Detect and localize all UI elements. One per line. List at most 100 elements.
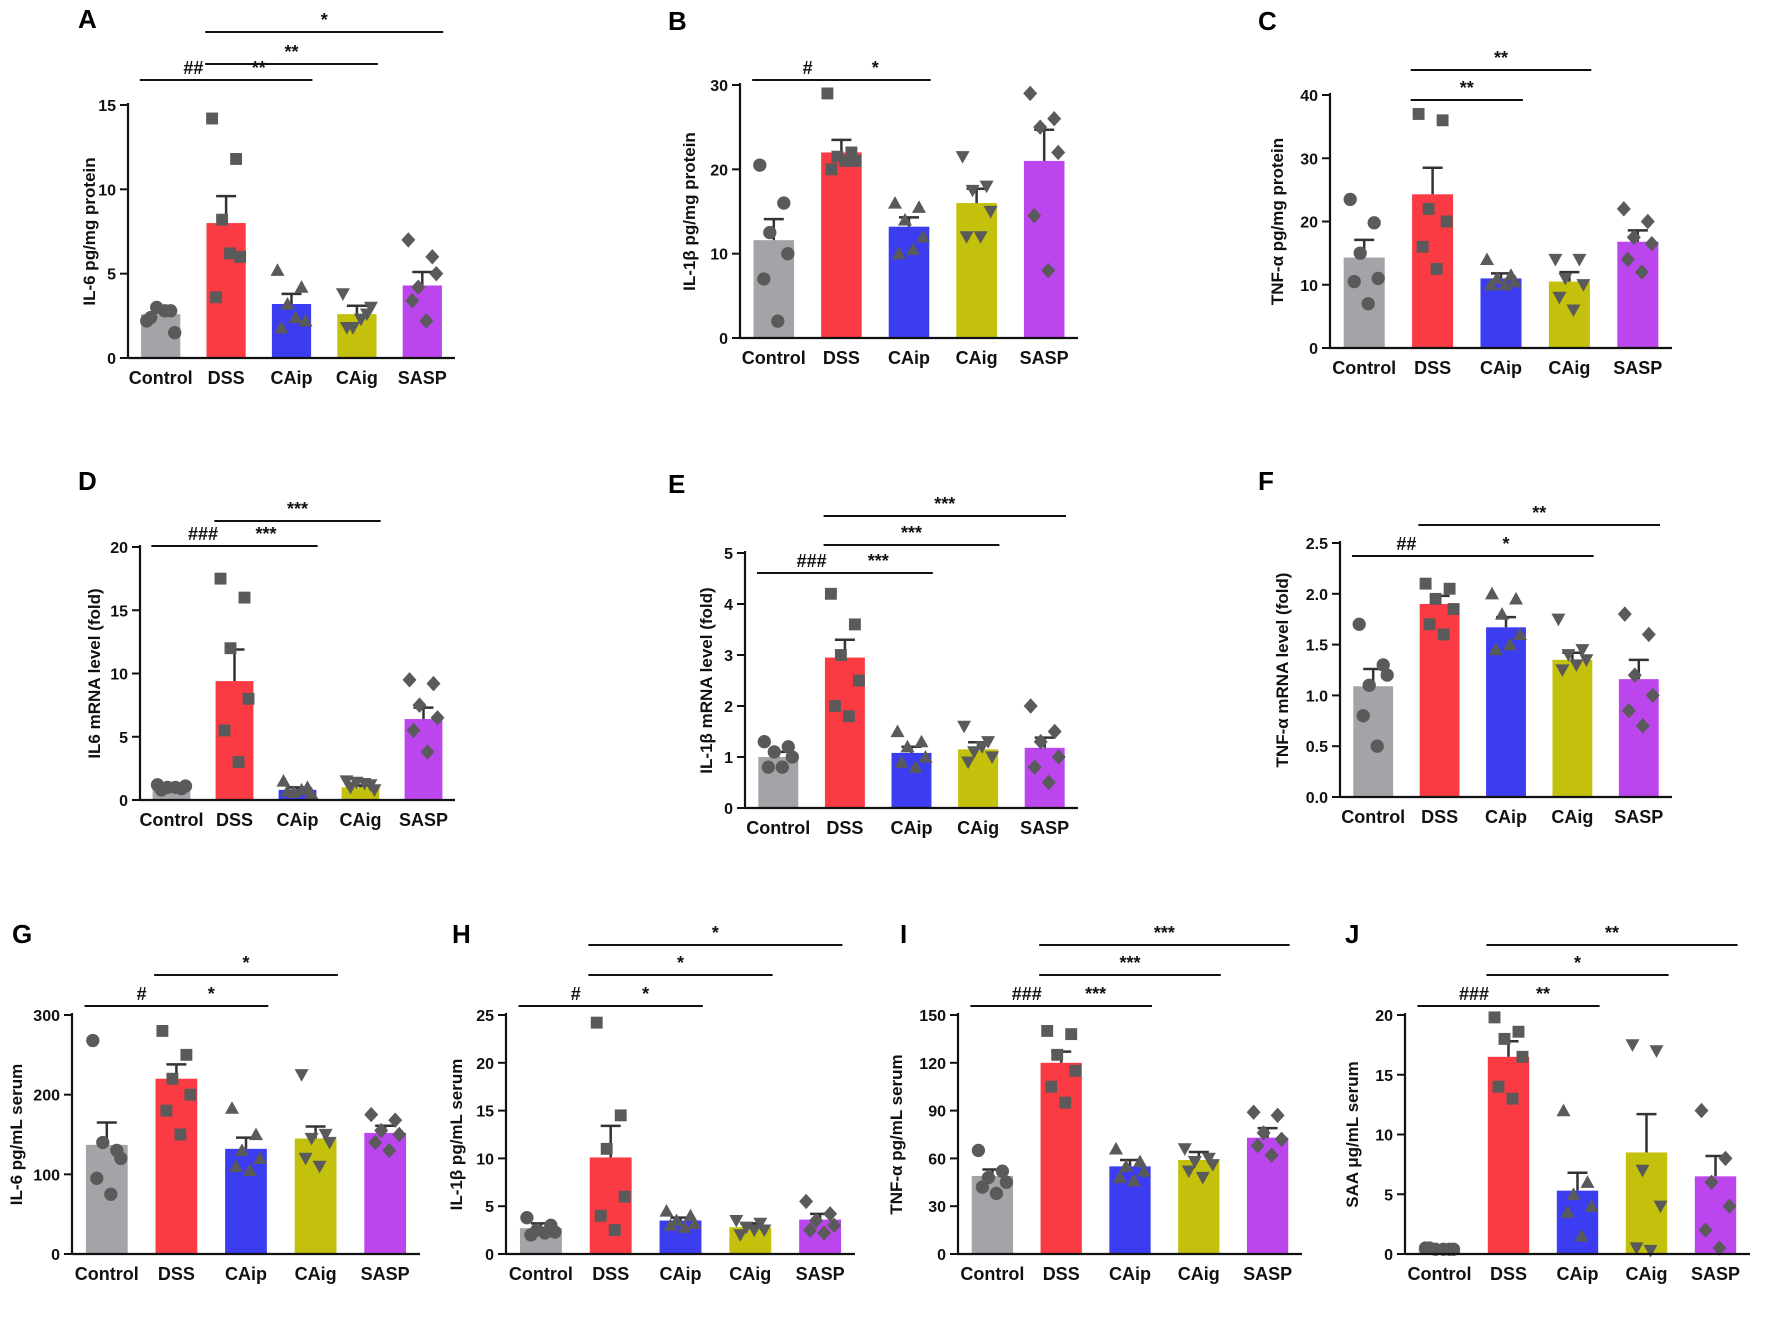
data-point-caig <box>353 313 368 327</box>
data-point-control <box>104 1187 118 1201</box>
panel-letter-e: E <box>668 469 685 499</box>
data-point-control <box>1362 678 1376 692</box>
data-point-caip <box>1508 274 1522 288</box>
y-axis-title: IL-6 pg/mg protein <box>80 157 99 305</box>
data-point-caig <box>1177 1143 1192 1156</box>
data-point-sasp <box>1027 208 1042 224</box>
y-tick-label: 0 <box>485 1247 494 1264</box>
bar-caip <box>225 1148 267 1254</box>
data-point-caig <box>294 1069 309 1082</box>
x-tick-label-sasp: SASP <box>1613 358 1662 378</box>
panel-letter-i: I <box>900 919 907 949</box>
significance-label: * <box>1574 953 1581 973</box>
x-tick-label-dss: DSS <box>208 368 245 388</box>
significance-label: # <box>571 984 581 1004</box>
data-point-sasp <box>1250 1137 1265 1154</box>
data-point-caip <box>276 774 291 787</box>
data-point-control <box>538 1226 552 1240</box>
y-axis-title: IL-1β pg/mg protein <box>680 132 699 291</box>
data-point-caip <box>890 724 905 738</box>
y-tick-label: 0 <box>1309 341 1318 358</box>
data-point-control <box>524 1228 538 1242</box>
y-tick-label: 120 <box>919 1056 946 1073</box>
data-point-control <box>86 1033 100 1048</box>
data-point-caig <box>973 231 988 244</box>
y-tick-label: 10 <box>710 247 728 264</box>
y-tick-label: 10 <box>1375 1128 1393 1145</box>
x-tick-label-dss: DSS <box>1490 1264 1527 1284</box>
y-tick-label: 15 <box>98 98 116 115</box>
data-point-caip <box>659 1203 674 1217</box>
y-tick-label: 15 <box>1375 1068 1393 1085</box>
data-point-caip <box>1127 1173 1141 1187</box>
significance-label: *** <box>1119 953 1140 973</box>
data-point-caip <box>1574 1229 1589 1242</box>
y-tick-label: 15 <box>110 603 128 620</box>
data-point-caip <box>1580 1175 1595 1188</box>
significance-label: ## <box>1396 534 1416 554</box>
x-tick-label-caip: CAip <box>1109 1264 1151 1284</box>
data-point-caig <box>1195 1171 1210 1185</box>
data-point-sasp <box>401 232 416 248</box>
data-point-dss <box>1440 215 1453 228</box>
bar-dss <box>589 1157 632 1254</box>
data-point-dss <box>216 213 229 226</box>
data-point-caig <box>1579 654 1594 667</box>
data-point-sasp <box>817 1225 832 1241</box>
significance-label: # <box>137 984 147 1004</box>
data-point-caig <box>1566 304 1581 318</box>
x-tick-label-sasp: SASP <box>796 1264 845 1284</box>
y-tick-label: 20 <box>710 162 728 179</box>
y-tick-label: 10 <box>110 667 128 684</box>
x-tick-label-sasp: SASP <box>1020 818 1069 838</box>
y-axis-title: IL-6 pg/mL serum <box>7 1064 26 1205</box>
data-point-control <box>1370 739 1384 753</box>
data-point-dss <box>1045 1080 1058 1093</box>
data-point-caig <box>1558 272 1573 286</box>
y-tick-label: 30 <box>1300 151 1318 168</box>
data-point-caig <box>967 746 982 759</box>
data-point-sasp <box>1041 262 1056 279</box>
data-point-sasp <box>1694 1102 1709 1119</box>
data-point-sasp <box>1621 702 1636 719</box>
data-point-control <box>995 1164 1010 1178</box>
data-point-dss <box>600 1142 613 1155</box>
x-tick-label-caig: CAig <box>336 368 378 388</box>
data-point-control <box>90 1171 104 1185</box>
y-tick-label: 20 <box>1300 215 1318 232</box>
data-point-sasp <box>1640 213 1655 230</box>
data-point-dss <box>590 1016 603 1029</box>
data-point-sasp <box>1626 229 1641 246</box>
data-point-dss <box>232 756 245 768</box>
significance-label: ** <box>1460 78 1474 98</box>
panel-letter-c: C <box>1258 6 1277 36</box>
data-point-sasp <box>803 1222 818 1238</box>
data-point-caig <box>1635 1164 1650 1178</box>
y-tick-label: 0.5 <box>1306 739 1328 756</box>
data-point-dss <box>852 674 865 687</box>
x-tick-label-dss: DSS <box>1414 358 1451 378</box>
y-tick-label: 0.0 <box>1306 790 1328 807</box>
data-point-sasp <box>1256 1125 1271 1141</box>
data-point-sasp <box>374 1122 389 1139</box>
x-tick-label-control: Control <box>960 1264 1024 1284</box>
y-tick-label: 150 <box>919 1008 946 1025</box>
panel-e: E 0 1 2 3 4 5 Control DSS CAip CAig SASP IL-1β mRNA … <box>668 469 1078 838</box>
x-tick-label-dss: DSS <box>592 1264 629 1284</box>
y-tick-label: 20 <box>476 1056 494 1073</box>
x-tick-label-caig: CAig <box>956 348 998 368</box>
significance-label: # <box>803 58 813 78</box>
bar-dss <box>821 152 862 338</box>
data-point-control <box>771 314 785 328</box>
data-point-caip <box>1113 1170 1127 1184</box>
data-point-sasp <box>1051 144 1066 161</box>
y-tick-label: 0 <box>51 1247 60 1264</box>
data-point-control <box>1353 246 1367 260</box>
significance-label: *** <box>934 494 955 514</box>
data-point-caip <box>906 242 920 256</box>
data-point-caip <box>280 297 295 310</box>
data-point-dss <box>1512 1025 1525 1038</box>
data-point-control <box>767 745 781 759</box>
data-point-sasp <box>426 675 441 692</box>
data-point-sasp <box>827 1217 842 1234</box>
